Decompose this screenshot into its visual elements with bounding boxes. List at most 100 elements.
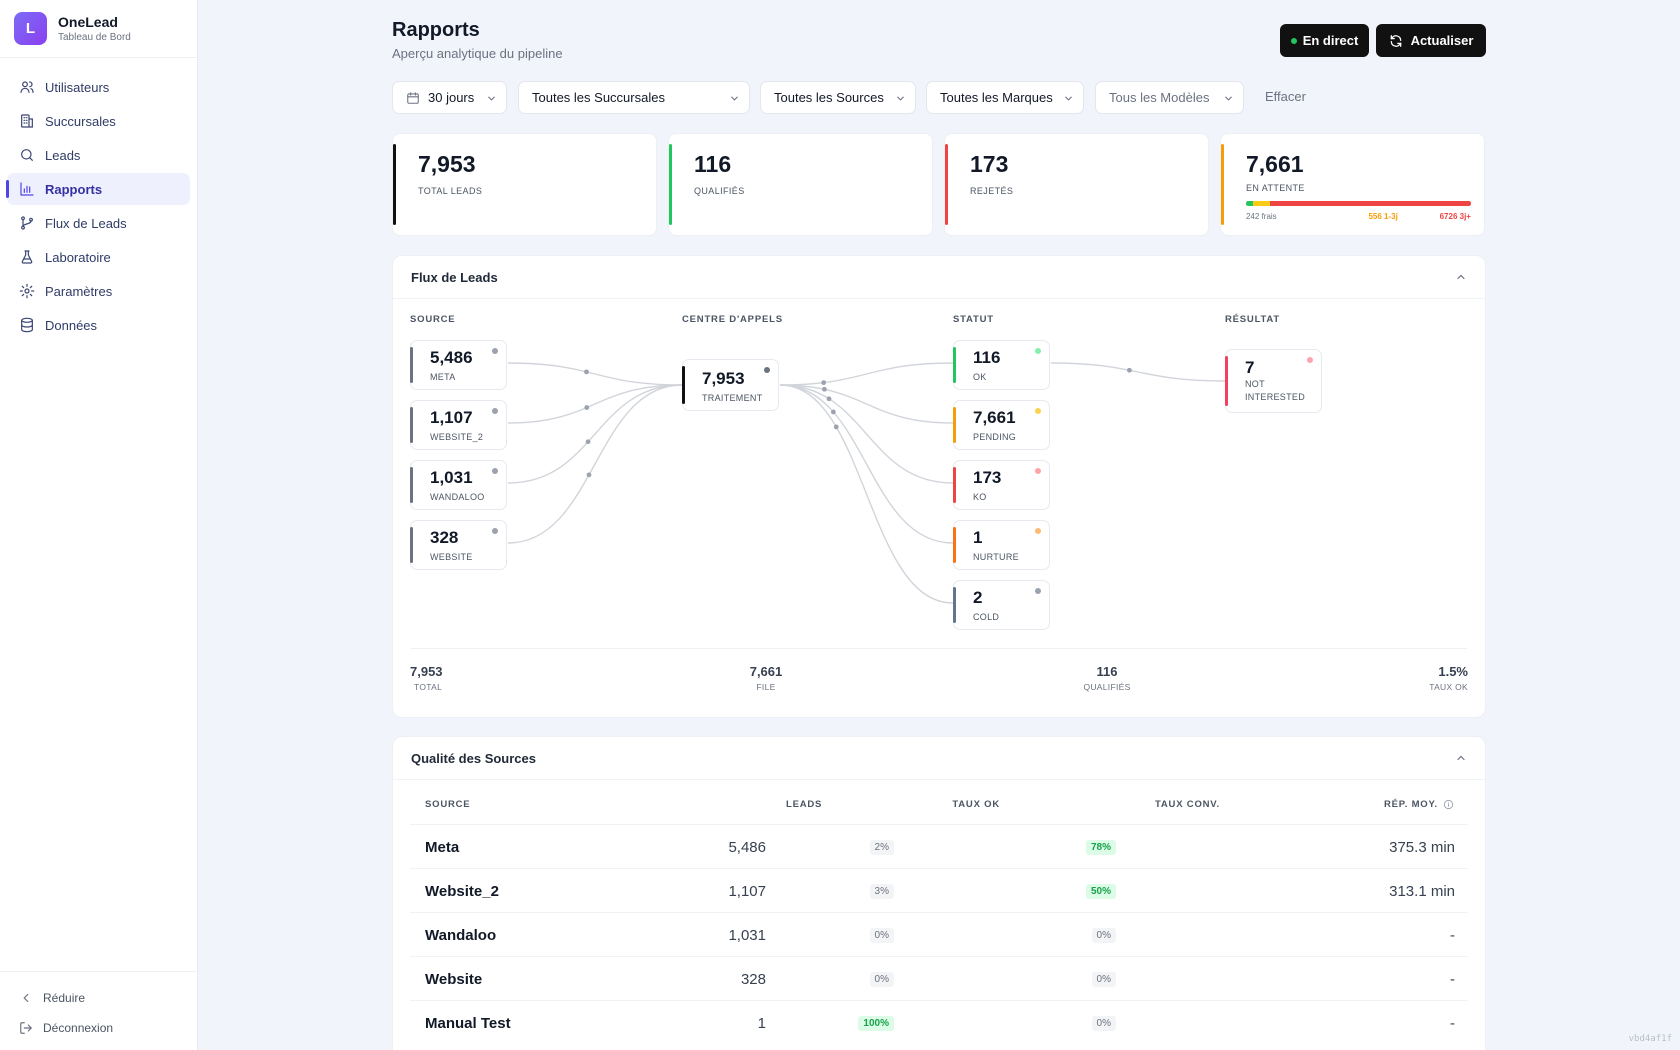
- summary-label: FILE: [756, 682, 776, 692]
- sidebar-item-leads[interactable]: Leads: [7, 139, 190, 171]
- status-node[interactable]: 1 NURTURE: [953, 520, 1050, 570]
- ok-rate-badge: 0%: [869, 927, 894, 943]
- source-node[interactable]: 5,486 META: [410, 340, 507, 390]
- kpi-label: TOTAL LEADS: [418, 186, 483, 196]
- refresh-button[interactable]: Actualiser: [1376, 24, 1486, 57]
- column-header-leads[interactable]: LEADS: [786, 799, 823, 810]
- period-select[interactable]: 30 jours: [392, 81, 507, 114]
- node-label: OK: [973, 372, 987, 382]
- pending-old-segment: [1269, 201, 1471, 206]
- model-select[interactable]: Tous les Modèles: [1095, 81, 1244, 114]
- chevron-down-icon: [1063, 93, 1074, 104]
- sidebar-item-flux-de-leads[interactable]: Flux de Leads: [7, 207, 190, 239]
- summary-label: QUALIFIÉS: [1083, 682, 1131, 692]
- kpi-value: 7,953: [418, 151, 476, 177]
- summary-ok-rate: 1.5% TAUX OK: [1420, 664, 1468, 692]
- source-node[interactable]: 1,107 WEBSITE_2: [410, 400, 507, 450]
- logout-icon: [19, 1021, 33, 1035]
- conv-rate-badge: 50%: [1085, 883, 1116, 899]
- source-quality-header[interactable]: Qualité des Sources: [393, 737, 1485, 780]
- leads-count: 1: [757, 1014, 766, 1032]
- live-indicator: [1290, 37, 1297, 44]
- sidebar-item-parametres[interactable]: Paramètres: [7, 275, 190, 307]
- kpi-accent: [1221, 144, 1224, 225]
- column-header-avg-response[interactable]: RÉP. MOY.: [1370, 799, 1454, 810]
- brand[interactable]: L OneLead Tableau de Bord: [0, 0, 197, 58]
- summary-value: 116: [1096, 664, 1118, 679]
- table-row[interactable]: Wandaloo 1,031 0% 0% -: [410, 912, 1468, 956]
- live-button[interactable]: En direct: [1280, 24, 1369, 57]
- conv-rate: 0%: [1091, 957, 1116, 1001]
- node-label: PENDING: [973, 432, 1017, 442]
- sidebar-item-label: Leads: [45, 147, 81, 163]
- source-quality-panel: Qualité des Sources: [392, 736, 1486, 1050]
- summary-queue: 7,661 FILE: [740, 664, 792, 692]
- node-dot: [764, 367, 770, 373]
- brand-logo: L: [14, 12, 47, 45]
- kpi-label: EN ATTENTE: [1246, 183, 1305, 193]
- pending-fresh-label: 242 frais: [1246, 212, 1277, 221]
- pending-fresh-segment: [1246, 201, 1254, 206]
- node-value: 1: [973, 528, 983, 547]
- node-label: NOT INTERESTED: [1245, 379, 1306, 402]
- node-label: COLD: [973, 612, 1000, 622]
- column-header-conv-rate[interactable]: TAUX CONV.: [1154, 799, 1220, 810]
- node-dot: [492, 348, 498, 354]
- brand-select[interactable]: Toutes les Marques: [926, 81, 1084, 114]
- status-node[interactable]: 116 OK: [953, 340, 1050, 390]
- summary-qualified: 116 QUALIFIÉS: [1078, 664, 1136, 692]
- column-header-ok-rate[interactable]: TAUX OK: [952, 799, 1000, 810]
- ok-rate-badge: 0%: [869, 971, 894, 987]
- node-label: WEBSITE: [430, 552, 473, 562]
- info-icon[interactable]: [1443, 799, 1454, 810]
- node-label: WANDALOO: [430, 492, 485, 502]
- ok-rate-badge: 2%: [869, 839, 894, 855]
- table-row[interactable]: Website_2 1,107 3% 50% 313.1 min: [410, 868, 1468, 912]
- chevron-up-icon[interactable]: [1455, 271, 1467, 283]
- sidebar-item-succursales[interactable]: Succursales: [7, 105, 190, 137]
- call-center-node[interactable]: 7,953 TRAITEMENT: [682, 359, 779, 411]
- status-node[interactable]: 2 COLD: [953, 580, 1050, 630]
- node-value: 7: [1245, 358, 1255, 377]
- result-node[interactable]: 7 NOT INTERESTED: [1225, 349, 1322, 413]
- node-accent: [1225, 356, 1228, 406]
- node-value: 1,031: [430, 468, 473, 487]
- summary-label: TAUX OK: [1429, 682, 1468, 692]
- source-select[interactable]: Toutes les Sources: [760, 81, 916, 114]
- lead-flow-title: Flux de Leads: [411, 269, 498, 285]
- leads-count: 328: [740, 970, 766, 988]
- clear-filters-button[interactable]: Effacer: [1265, 89, 1306, 104]
- branch-select[interactable]: Toutes les Succursales: [518, 81, 750, 114]
- chevron-up-icon[interactable]: [1455, 752, 1467, 764]
- status-node[interactable]: 173 KO: [953, 460, 1050, 510]
- table-row[interactable]: Manual Test 1 100% 0% -: [410, 1000, 1468, 1044]
- source-node[interactable]: 328 WEBSITE: [410, 520, 507, 570]
- kpi-label: QUALIFIÉS: [694, 186, 745, 196]
- column-header-source[interactable]: SOURCE: [425, 799, 471, 810]
- ok-rate: 0%: [869, 913, 894, 957]
- chevron-down-icon: [486, 93, 497, 104]
- sidebar-item-laboratoire[interactable]: Laboratoire: [7, 241, 190, 273]
- node-label: KO: [973, 492, 987, 502]
- sidebar-item-donnees[interactable]: Données: [7, 309, 190, 341]
- lead-flow-header[interactable]: Flux de Leads: [393, 256, 1485, 299]
- sidebar-item-utilisateurs[interactable]: Utilisateurs: [7, 71, 190, 103]
- table-row[interactable]: Meta 5,486 2% 78% 375.3 min: [410, 824, 1468, 868]
- logout-button[interactable]: Déconnexion: [7, 1014, 190, 1042]
- node-value: 328: [430, 528, 459, 547]
- node-value: 1,107: [430, 408, 473, 427]
- sidebar-item-rapports[interactable]: Rapports: [6, 173, 190, 205]
- pending-mid-segment: [1253, 201, 1270, 206]
- avg-response: -: [1450, 926, 1455, 944]
- ok-rate: 0%: [869, 957, 894, 1001]
- status-node[interactable]: 7,661 PENDING: [953, 400, 1050, 450]
- source-name: Wandaloo: [425, 926, 497, 944]
- chevron-down-icon: [895, 93, 906, 104]
- source-node[interactable]: 1,031 WANDALOO: [410, 460, 507, 510]
- calendar-icon: [406, 91, 420, 105]
- column-center-title: CENTRE D'APPELS: [682, 314, 783, 325]
- table-row[interactable]: Website 328 0% 0% -: [410, 956, 1468, 1000]
- search-icon: [19, 147, 35, 163]
- sidebar-item-label: Utilisateurs: [45, 79, 110, 95]
- collapse-sidebar-button[interactable]: Réduire: [7, 984, 190, 1012]
